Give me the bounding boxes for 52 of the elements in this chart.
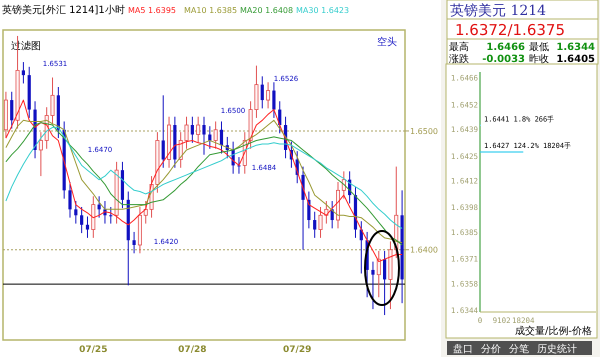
candlestick — [330, 200, 334, 229]
candlestick — [50, 77, 55, 124]
candlestick — [196, 116, 200, 144]
text: 最低 — [529, 42, 549, 53]
x-tick-label: 07/25 — [79, 345, 108, 355]
text: 1.6466 — [486, 42, 526, 53]
candlestick — [80, 206, 84, 234]
text: -0.0033 — [482, 54, 526, 65]
candlestick — [132, 231, 136, 254]
candlestick — [226, 136, 229, 159]
text: 最高 — [449, 41, 469, 53]
x-axis-title: 成交量/比例-价格 — [515, 325, 592, 337]
candlestick — [162, 94, 165, 168]
text: 英镑美元 1214 — [450, 3, 546, 19]
candlestick — [68, 182, 72, 218]
x-tick-label: 07/28 — [178, 345, 207, 355]
text: MA5 1.6395 — [128, 6, 176, 15]
text: 昨收 — [529, 53, 549, 65]
candlestick — [318, 206, 323, 238]
chart-title: 英镑美元[外汇 1214]1小时 — [2, 4, 125, 16]
candlestick — [376, 250, 381, 298]
text: 1.6405 — [556, 54, 596, 65]
x-tick-label: 07/29 — [283, 345, 312, 355]
candlestick — [10, 91, 14, 130]
candlestick — [202, 116, 206, 156]
candlestick — [313, 211, 316, 238]
candlestick — [383, 250, 386, 316]
text: 盘口 — [453, 343, 473, 355]
candlestick — [360, 220, 363, 274]
candlestick — [214, 120, 218, 150]
text: 分价 — [481, 343, 501, 355]
candlestick — [208, 126, 212, 150]
candlestick — [98, 196, 101, 218]
text: MA30 1.6423 — [296, 6, 350, 15]
text: 涨跌 — [449, 53, 469, 65]
y-tick-label: 1.6400 — [410, 246, 438, 255]
text: MA10 1.6385 — [184, 6, 238, 15]
candlestick — [190, 116, 194, 144]
text: 1.6372/1.6375 — [454, 21, 565, 39]
candlestick — [109, 206, 112, 224]
text: 分笔 — [509, 343, 529, 355]
line-series — [5, 126, 403, 229]
candlestick — [260, 76, 264, 109]
annotation: 空头 — [377, 36, 397, 48]
candlestick — [278, 100, 282, 134]
candlestick — [272, 82, 276, 118]
candlestick — [184, 116, 189, 150]
candlestick — [266, 82, 270, 109]
text: MA20 1.6408 — [240, 6, 294, 15]
text: 1.6344 — [556, 42, 596, 53]
text: 历史统计 — [537, 343, 577, 355]
candlestick — [74, 200, 78, 224]
